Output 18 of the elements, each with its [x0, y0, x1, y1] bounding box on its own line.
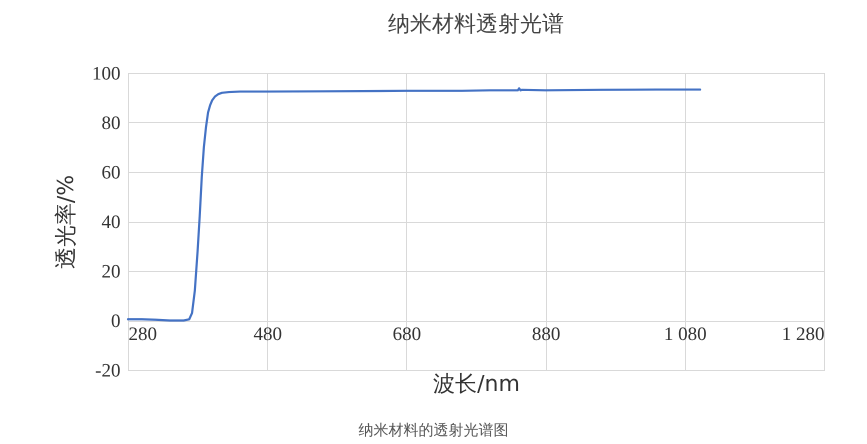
y-tick-label: 0: [111, 311, 120, 332]
x-tick-label: 680: [392, 324, 422, 345]
y-tick-label: -20: [95, 360, 120, 382]
line-series: [126, 87, 702, 322]
text: 纳米材料的透射光谱图: [358, 421, 510, 440]
x-tick-label: 880: [532, 324, 560, 345]
y-tick-label: 40: [102, 212, 120, 233]
y-tick-label: 60: [102, 162, 120, 184]
x-tick-label: 280: [128, 324, 157, 345]
chart-title: 纳米材料透射光谱: [388, 12, 564, 37]
y-axis-title: 透光率/%: [54, 174, 79, 270]
y-tick-label: 20: [102, 262, 120, 282]
x-axis-title: 波长/nm: [433, 372, 520, 397]
x-tick-label: 480: [253, 324, 282, 345]
x-tick-label: 1 280: [782, 324, 824, 345]
x-tick-label: 1 080: [664, 324, 707, 345]
y-tick-label: 80: [102, 113, 120, 134]
y-tick-label: 100: [92, 64, 120, 84]
